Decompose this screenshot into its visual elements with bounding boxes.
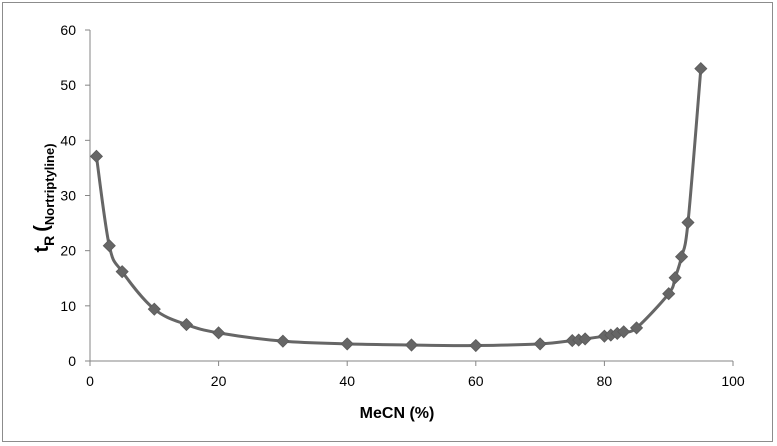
data-point-diamond [404,338,419,352]
y-tick-label: 30 [60,188,76,204]
y-tick-label: 0 [68,353,76,369]
data-point-diamond [340,337,354,351]
y-ticks: 0 10 20 30 40 50 60 [60,22,90,369]
y-tick-label: 10 [60,298,76,314]
data-point-diamond [115,265,129,279]
x-axis-title: MeCN (%) [360,405,435,422]
x-tick-label: 0 [86,373,94,389]
data-point-diamond [681,215,695,230]
data-point-diamond [668,271,682,285]
y-axis-title-sub-r: R [41,236,57,246]
y-tick-label: 50 [60,77,76,93]
x-tick-label: 100 [721,373,745,389]
y-tick-label: 20 [60,243,76,259]
data-point-diamond [469,338,483,353]
axes [89,30,733,362]
y-tick-label: 40 [60,132,76,148]
y-axis-title: tR (Nortriptyline) [31,143,57,252]
y-axis-title-compound: Nortriptyline) [42,143,57,225]
data-point-diamond [674,250,689,264]
y-axis-title-main: t [31,246,53,253]
x-tick-label: 60 [468,373,484,389]
y-axis-title-paren: ( [31,225,53,232]
series-line [94,68,703,348]
data-point-diamond [276,334,290,348]
data-point-diamond [662,287,676,301]
data-point-diamond [147,302,161,316]
x-tick-label: 40 [339,373,355,389]
y-tick-label: 60 [60,22,76,38]
data-point-diamond [578,332,592,346]
data-point-diamond [533,337,547,351]
data-point-diamond [89,149,103,163]
data-point-diamond [694,62,708,76]
x-tick-label: 20 [211,373,227,389]
data-point-diamond [179,318,194,332]
data-point-diamond [212,326,226,340]
x-tick-label: 80 [597,373,613,389]
chart-frame [2,2,773,442]
series-layer [89,62,708,353]
x-ticks: 0 20 40 60 80 100 [86,361,745,389]
data-point-diamond [629,321,644,335]
data-point-diamond [617,325,631,339]
data-point-diamond [102,239,116,253]
